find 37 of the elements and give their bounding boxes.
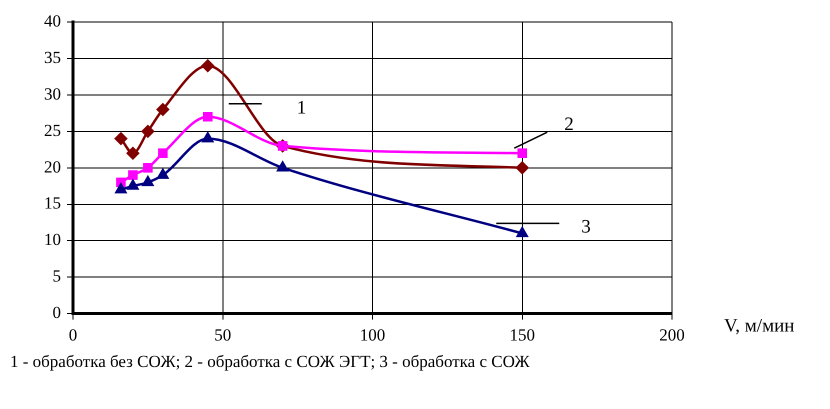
point xyxy=(114,132,128,145)
point xyxy=(202,112,213,122)
point xyxy=(142,176,154,186)
point xyxy=(516,227,528,238)
point xyxy=(157,168,168,179)
point xyxy=(115,183,126,194)
y-tick-label: 10 xyxy=(44,230,61,250)
y-tick-label: 15 xyxy=(44,194,61,213)
point xyxy=(158,148,168,158)
y-tick-label: 35 xyxy=(44,48,61,67)
point xyxy=(128,170,138,180)
point xyxy=(143,163,153,173)
x-axis-title: V, м/мин xyxy=(724,316,794,337)
point xyxy=(126,146,140,160)
text: 2 xyxy=(564,114,574,136)
y-tick-label: 20 xyxy=(44,157,61,176)
point xyxy=(127,180,138,190)
point xyxy=(516,162,528,174)
x-tick-label: 50 xyxy=(214,325,232,344)
y-tick-label: 40 xyxy=(44,11,61,30)
y-tick-label: 0 xyxy=(52,303,61,322)
x-tick-label: 0 xyxy=(68,325,78,344)
x-tick-label: 100 xyxy=(360,325,386,344)
text: 1 - обработка без СОЖ; 2 - обработка с СОЖ ЭГТ; 3 - обработка с СОЖ xyxy=(10,352,531,372)
point xyxy=(156,103,170,116)
point xyxy=(202,132,214,142)
y-tick-label: 30 xyxy=(44,84,61,104)
text: 3 xyxy=(581,216,591,238)
y-tick-label: 25 xyxy=(44,120,61,140)
point xyxy=(277,162,288,172)
point xyxy=(202,59,214,72)
x-tick-label: 150 xyxy=(510,325,535,344)
y-tick-label: 5 xyxy=(52,266,61,286)
series-label: 1 xyxy=(296,98,306,119)
point xyxy=(517,148,528,158)
x-tick-label: 200 xyxy=(659,325,685,344)
point xyxy=(142,125,154,138)
